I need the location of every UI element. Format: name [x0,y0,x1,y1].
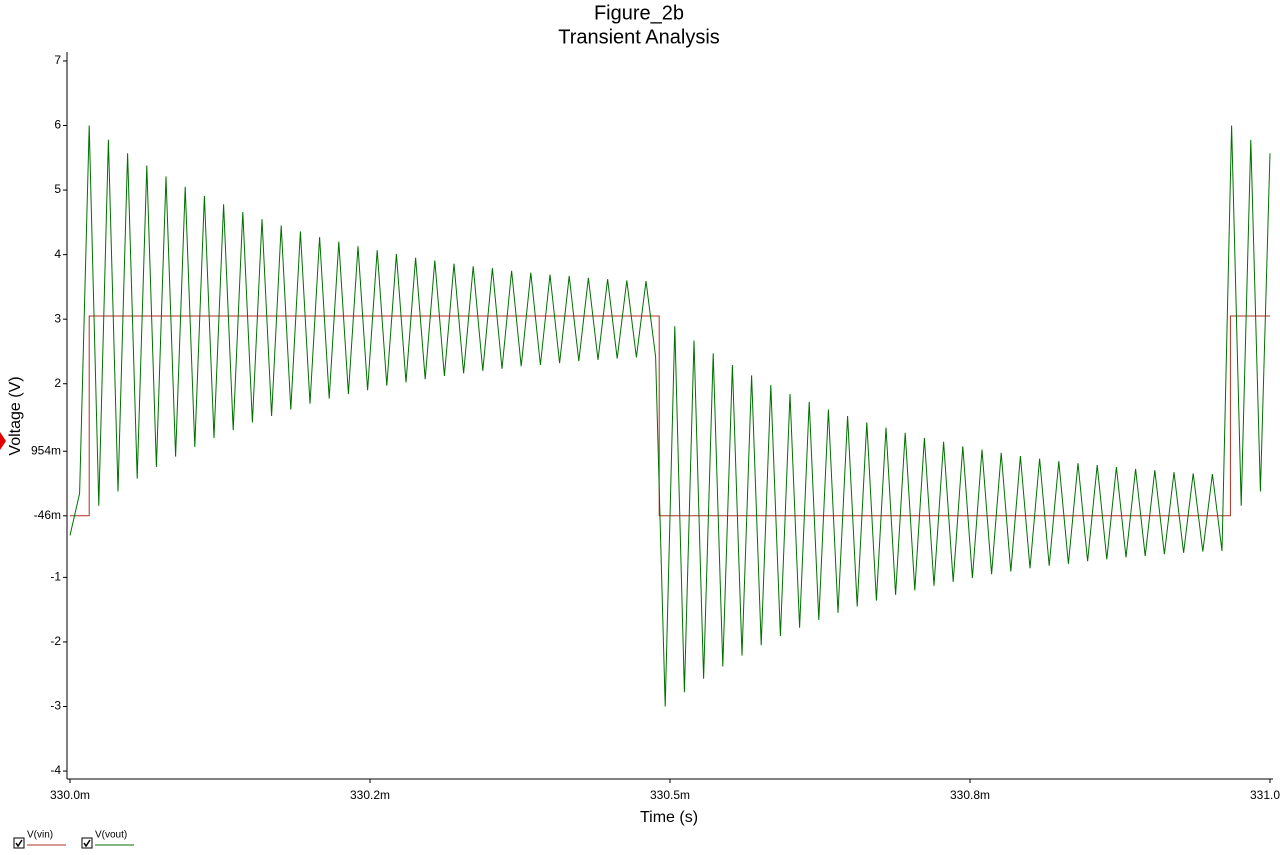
legend: V(vin) V(vout) [13,830,134,849]
y-tick-label: -3 [50,699,61,713]
chart-title: Figure_2b [594,2,684,24]
y-tick-label: -4 [50,763,61,777]
x-tick-label: 331.0m [1250,788,1280,802]
y-tick-label: 6 [54,118,61,132]
y-tick-label: 2 [54,376,61,390]
y-tick-label: 5 [54,182,61,196]
legend-label: V(vin) [27,830,53,841]
legend-checkbox[interactable] [13,837,25,849]
y-tick-label: 7 [54,53,61,67]
x-tick-label: 330.5m [650,788,690,802]
x-axis-title: Time (s) [640,809,698,826]
series-line [69,125,1271,707]
x-tick-label: 330.0m [50,788,90,802]
y-tick-label: 3 [54,311,61,325]
x-tick-label: 330.8m [950,788,990,802]
legend-check [83,839,91,848]
y-axis-title: Voltage (V) [7,376,24,455]
cursor-marker [0,432,6,450]
chart-subtitle: Transient Analysis [558,26,720,48]
y-tick-label: 4 [54,247,61,261]
y-tick-label: -46m [34,508,61,522]
y-tick-label: 954m [31,443,61,457]
y-tick-label: -1 [50,570,61,584]
legend-label: V(vout) [95,830,127,841]
y-tick-label: -2 [50,634,61,648]
legend-checkbox[interactable] [81,837,93,849]
x-tick-label: 330.2m [350,788,390,802]
series-line [70,315,1270,517]
legend-check [15,839,23,848]
